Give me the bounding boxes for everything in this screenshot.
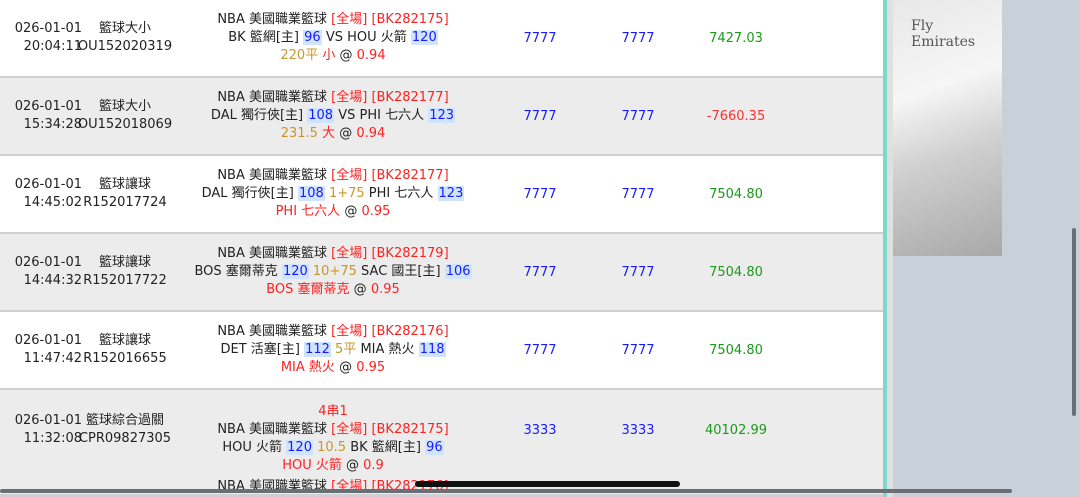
valid-amount: 3333 <box>621 423 655 438</box>
bet-detail: NBA 美國職業籃球 [全場] [BK282176] DET 活塞[主] 112… <box>217 324 449 375</box>
stake: 7777 <box>523 31 557 46</box>
bet-datetime: 026-01-01 11:32:08 <box>14 413 82 446</box>
bet-detail: NBA 美國職業籃球 [全場] [BK282177] DAL 獨行俠[主] 10… <box>201 168 465 219</box>
horizontal-scrollbar[interactable] <box>0 489 1012 493</box>
table-row[interactable]: 026-01-01 14:45:02 籃球讓球 R152017724 NBA 美國職… <box>0 156 884 234</box>
win-loss-amount: 7427.03 <box>709 31 763 46</box>
table-row[interactable]: 026-01-01 20:04:11 籃球大小 OU152020319 NBA 美國… <box>0 0 884 78</box>
valid-amount: 7777 <box>621 187 655 202</box>
bet-datetime: 026-01-01 11:47:42 <box>14 333 82 366</box>
stake: 7777 <box>523 265 557 280</box>
stake: 7777 <box>523 343 557 358</box>
bet-detail: 4串1 NBA 美國職業籃球 [全場] [BK282175] HOU 火箭 12… <box>217 404 449 494</box>
table-row[interactable]: 026-01-01 11:47:42 籃球讓球 R152016655 NBA 美國職… <box>0 312 884 390</box>
bet-type: 籃球大小 OU152020319 <box>77 21 173 54</box>
home-indicator <box>415 481 680 487</box>
bet-type: 籃球綜合過關 CPR09827305 <box>78 413 172 446</box>
valid-amount: 7777 <box>621 343 655 358</box>
stake: 3333 <box>523 423 557 438</box>
bet-datetime: 026-01-01 14:45:02 <box>14 177 82 210</box>
bet-detail: NBA 美國職業籃球 [全場] [BK282177] DAL 獨行俠[主] 10… <box>210 90 456 141</box>
bet-type: 籃球讓球 R152017722 <box>83 255 167 288</box>
win-loss-amount: 7504.80 <box>709 187 763 202</box>
bet-type: 籃球大小 OU152018069 <box>77 99 173 132</box>
bet-detail: NBA 美國職業籃球 [全場] [BK282175] BK 籃網[主] 96 V… <box>217 12 449 63</box>
valid-amount: 7777 <box>621 31 655 46</box>
valid-amount: 7777 <box>621 265 655 280</box>
bet-datetime: 026-01-01 15:34:28 <box>14 99 82 132</box>
win-loss-amount: 7504.80 <box>709 343 763 358</box>
table-row[interactable]: 026-01-01 15:34:28 籃球大小 OU152018069 NBA 美國… <box>0 78 884 156</box>
bet-type: 籃球讓球 R152016655 <box>83 333 167 366</box>
bet-datetime: 026-01-01 20:04:11 <box>14 21 82 54</box>
bet-datetime: 026-01-01 14:44:32 <box>14 255 82 288</box>
bet-history-table: 026-01-01 20:04:11 籃球大小 OU152020319 NBA 美國… <box>0 0 884 496</box>
win-loss-amount: -7660.35 <box>706 109 766 124</box>
panel-divider <box>883 0 887 497</box>
jersey-logo: Fly Emirates <box>911 18 976 50</box>
stake: 7777 <box>523 109 557 124</box>
win-loss-amount: 40102.99 <box>704 423 768 438</box>
win-loss-amount: 7504.80 <box>709 265 763 280</box>
vertical-scrollbar[interactable] <box>1072 228 1076 416</box>
table-row-parlay[interactable]: 026-01-01 11:32:08 籃球綜合過關 CPR09827305 4串1 … <box>0 390 884 496</box>
valid-amount: 7777 <box>621 109 655 124</box>
panel-gutter <box>887 0 893 497</box>
table-row[interactable]: 026-01-01 14:44:32 籃球讓球 R152017722 NBA 美國職… <box>0 234 884 312</box>
stake: 7777 <box>523 187 557 202</box>
bet-type: 籃球讓球 R152017724 <box>83 177 167 210</box>
bet-detail: NBA 美國職業籃球 [全場] [BK282179] BOS 塞爾蒂克 120 … <box>194 246 472 297</box>
player-photo: Fly Emirates <box>893 0 1002 256</box>
